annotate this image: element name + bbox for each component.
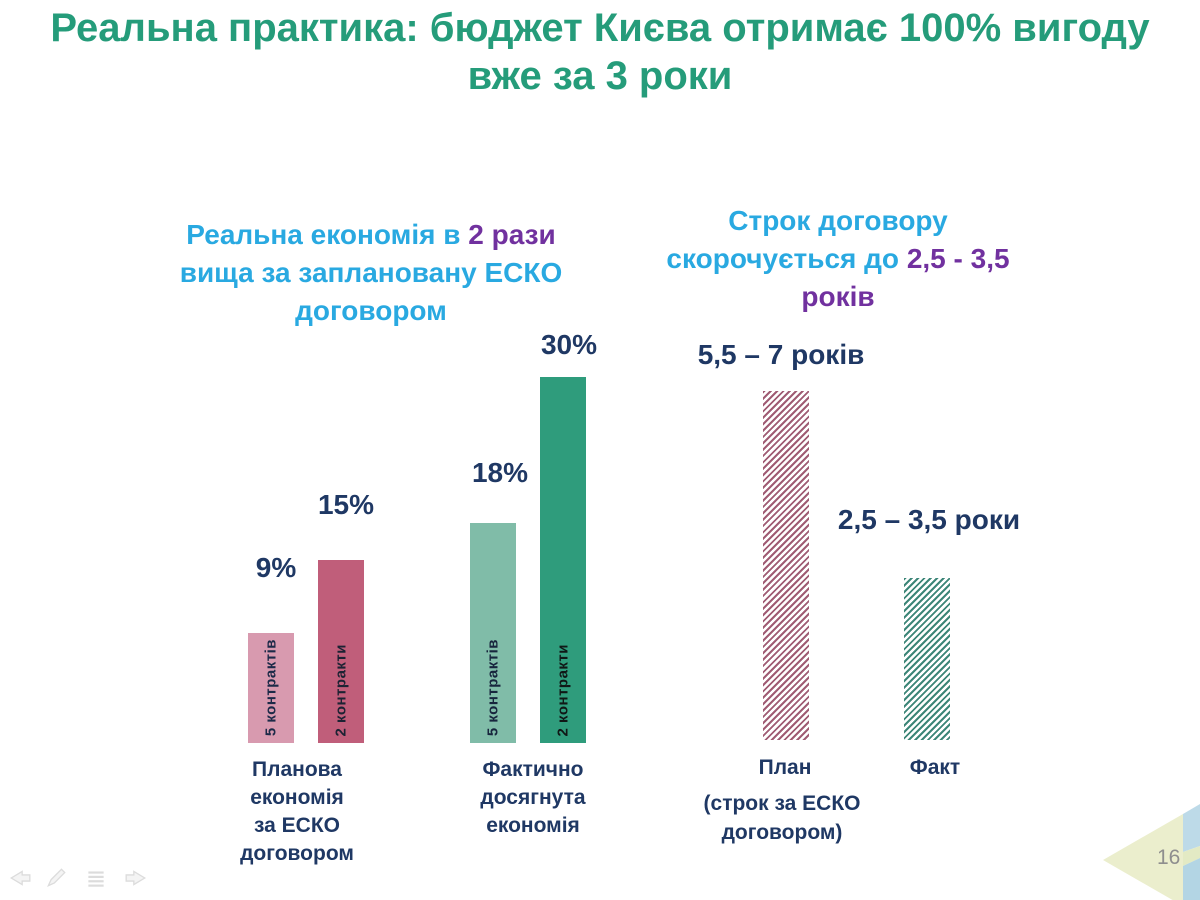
bar-term-fact	[904, 578, 950, 740]
bar-value-label: 30%	[540, 329, 598, 360]
category-label-planned: Планова економія за ЕСКО договором	[240, 758, 354, 865]
left-heading-line-3: договором	[295, 295, 447, 326]
corner-diamond-decoration-icon	[1103, 804, 1200, 900]
bar-planned-5-contracts: 5 контрактів	[248, 633, 294, 743]
left-chart-heading: Реальна економія в 2 рази вища за заплан…	[141, 216, 601, 330]
bar-inner-label: 2 контракти	[554, 643, 572, 736]
bar-value-label: 15%	[317, 489, 375, 520]
right-heading-line-1: Строк договору	[728, 205, 948, 236]
left-heading-line-1: Реальна економія в 2 рази	[186, 219, 556, 250]
bar-planned-2-contracts: 2 контракти	[318, 560, 364, 743]
category-label-plan-subtext: (строк за ЕСКО договором)	[703, 792, 861, 844]
bar-term-plan	[763, 391, 809, 740]
bar-inner-label: 2 контракти	[332, 643, 350, 736]
bar-value-label: 5,5 – 7 років	[697, 339, 865, 370]
bar-actual-2-contracts: 2 контракти	[540, 377, 586, 743]
title-line-1: Реальна практика: бюджет Києва отримає 1…	[50, 6, 1150, 50]
category-label-fact: Факт	[909, 756, 961, 779]
left-heading-line-2: вища за заплановану ЕСКО	[179, 257, 563, 288]
category-label-actual: Фактично досягнута економія	[480, 758, 586, 837]
title-line-2: вже за 3 роки	[467, 54, 733, 98]
right-chart-heading: Строк договору скорочується до 2,5 - 3,5…	[603, 202, 1073, 316]
category-label-plan: План	[758, 756, 812, 779]
bar-inner-label: 5 контрактів	[484, 638, 502, 736]
bar-inner-label: 5 контрактів	[262, 638, 280, 736]
bar-value-label: 18%	[471, 457, 529, 488]
slide-number: 16	[1157, 846, 1181, 869]
slide-menu-icon[interactable]	[84, 866, 108, 890]
bar-actual-5-contracts: 5 контрактів	[470, 523, 516, 743]
previous-slide-arrow-icon[interactable]	[8, 866, 32, 890]
right-heading-line-3: років	[801, 281, 875, 312]
next-slide-arrow-icon[interactable]	[124, 866, 148, 890]
page-title: Реальна практика: бюджет Києва отримає 1…	[0, 4, 1200, 100]
right-heading-line-2: скорочується до 2,5 - 3,5	[666, 243, 1010, 274]
pen-tool-icon[interactable]	[44, 866, 68, 890]
bar-value-label: 2,5 – 3,5 роки	[837, 504, 1021, 535]
bar-value-label: 9%	[255, 552, 297, 583]
